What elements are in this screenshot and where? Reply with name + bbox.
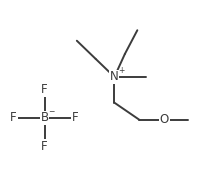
Text: O: O: [160, 113, 169, 126]
Text: F: F: [10, 111, 17, 124]
Text: B: B: [41, 111, 49, 124]
Text: F: F: [41, 83, 48, 96]
Text: −: −: [48, 107, 54, 116]
Text: F: F: [72, 111, 79, 124]
Text: N: N: [110, 70, 119, 84]
Text: F: F: [41, 140, 48, 153]
Text: +: +: [118, 66, 124, 75]
